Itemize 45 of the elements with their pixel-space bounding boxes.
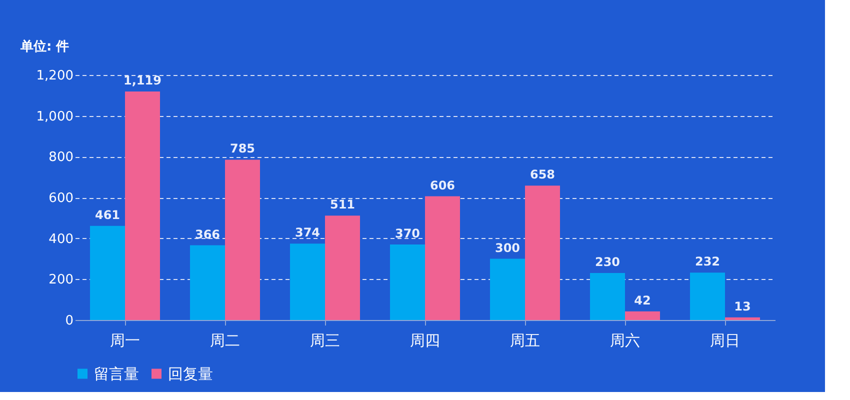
data-label: 232 [694,254,720,269]
data-label: 370 [394,226,420,240]
data-label: 1,119 [124,74,162,88]
data-label: 374 [294,226,320,240]
y-tick-label: 400 [48,232,74,247]
x-tick-label: 周五 [510,332,540,350]
bar [90,226,125,320]
bar [690,272,725,320]
bar [625,311,660,320]
y-tick-label: 0 [65,314,74,328]
y-tick-label: 600 [48,191,74,206]
data-label: 230 [594,255,620,270]
x-tick-label: 周四 [410,332,440,350]
bar [590,273,625,320]
data-label: 13 [734,299,751,314]
data-label: 300 [494,240,520,255]
y-axis-title: 单位: 件 [20,38,70,54]
bar [225,160,260,320]
data-label: 606 [430,178,456,192]
bar [425,196,460,320]
y-tick-label: 1,000 [36,109,74,124]
y-tick-label: 200 [48,272,74,288]
bar [390,244,425,320]
data-label: 461 [94,208,120,222]
x-tick-label: 周六 [610,332,640,350]
bar [125,92,160,320]
data-label: 785 [230,142,256,156]
bar [190,245,225,320]
bar [490,258,525,320]
data-label: 42 [634,293,651,308]
x-tick-label: 周二 [210,332,240,350]
y-tick-label: 1,200 [36,68,74,84]
data-label: 366 [194,227,220,242]
bar [290,244,325,320]
legend-label: 留言量 [94,364,139,383]
y-tick-label: 800 [48,150,74,166]
x-tick-label: 周一 [110,332,140,350]
data-label: 658 [530,168,556,182]
data-label: 511 [330,198,356,212]
bar [525,186,560,320]
x-tick-label: 周日 [710,332,740,350]
x-tick-label: 周三 [310,332,340,350]
legend-label: 回复量 [168,364,213,383]
bar [725,317,760,320]
bar [325,216,360,320]
